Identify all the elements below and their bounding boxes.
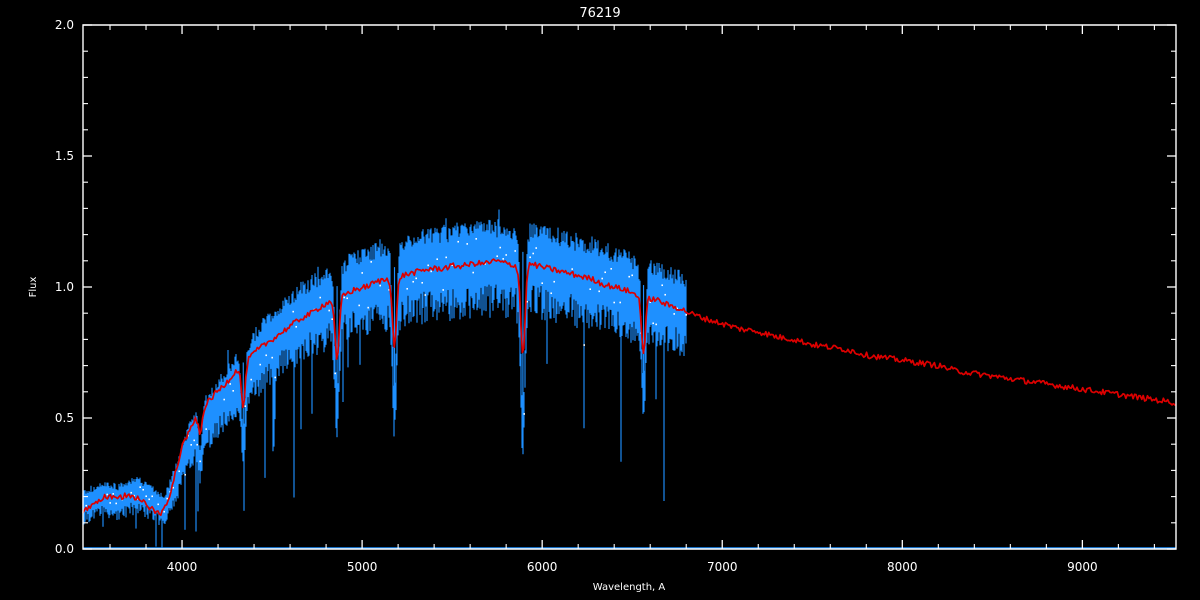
x-tick-label: 6000 bbox=[527, 560, 558, 574]
data-points-overlay bbox=[82, 238, 687, 513]
page-title: 76219 bbox=[579, 6, 620, 21]
x-tick-label: 9000 bbox=[1067, 560, 1098, 574]
y-tick-label: 0.0 bbox=[55, 542, 74, 556]
y-tick-label: 1.5 bbox=[55, 149, 74, 163]
x-axis-label: Wavelength, A bbox=[593, 582, 666, 593]
y-tick-label: 2.0 bbox=[55, 18, 74, 32]
x-tick-label: 5000 bbox=[347, 560, 378, 574]
x-tick-label: 8000 bbox=[887, 560, 918, 574]
y-axis-label: Flux bbox=[28, 277, 39, 298]
x-tick-label: 7000 bbox=[707, 560, 738, 574]
y-tick-label: 1.0 bbox=[55, 280, 74, 294]
axes-layer: 4000 5000 6000 7000 8000 9000 0.0 0.5 1.0 1.5 2.0 bbox=[55, 18, 1177, 574]
model-spectrum-trace bbox=[82, 258, 1176, 517]
y-tick-label: 0.5 bbox=[55, 411, 74, 425]
data-series-layer bbox=[82, 209, 1176, 549]
x-tick-label: 4000 bbox=[167, 560, 198, 574]
